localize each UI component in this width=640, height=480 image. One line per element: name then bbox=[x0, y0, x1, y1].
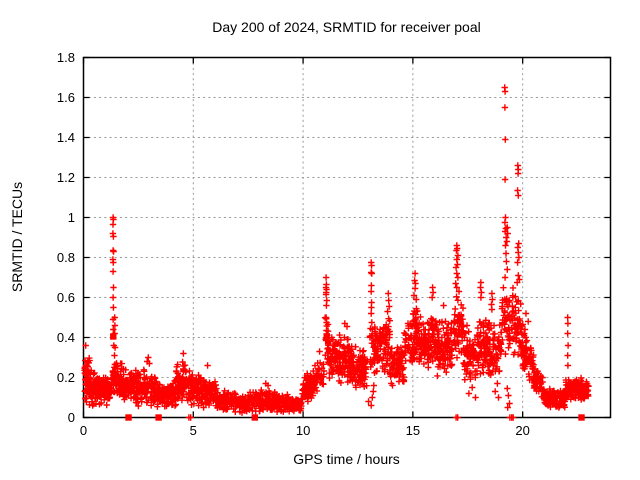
chart-title: Day 200 of 2024, SRMTID for receiver poa… bbox=[212, 19, 481, 35]
y-tick-label: 1.4 bbox=[57, 130, 75, 145]
scatter-square-marker bbox=[155, 414, 162, 421]
scatter-square-marker bbox=[125, 414, 132, 421]
y-tick-label: 0 bbox=[68, 410, 75, 425]
plot-border bbox=[82, 56, 612, 419]
y-tick-label: 0.4 bbox=[57, 330, 75, 345]
x-tick-label: 5 bbox=[190, 423, 197, 438]
axis-ticks bbox=[82, 56, 611, 419]
scatter-square-marker bbox=[578, 414, 585, 421]
y-tick-label: 0.2 bbox=[57, 370, 75, 385]
x-tick-label: 0 bbox=[80, 423, 87, 438]
y-tick-label: 0.6 bbox=[57, 290, 75, 305]
y-tick-label: 1.2 bbox=[57, 170, 75, 185]
y-tick-label: 1.8 bbox=[57, 50, 75, 65]
scatter-square-marker bbox=[110, 333, 117, 340]
y-tick-label: 1 bbox=[68, 210, 75, 225]
y-tick-label: 0.8 bbox=[57, 250, 75, 265]
x-tick-label: 10 bbox=[296, 423, 310, 438]
y-tick-label: 1.6 bbox=[57, 90, 75, 105]
x-axis-label: GPS time / hours bbox=[293, 451, 400, 467]
scatter-square-marker bbox=[251, 414, 258, 421]
x-tick-label: 15 bbox=[406, 423, 420, 438]
x-tick-label: 20 bbox=[515, 423, 529, 438]
scatter-plus-markers bbox=[81, 84, 592, 421]
